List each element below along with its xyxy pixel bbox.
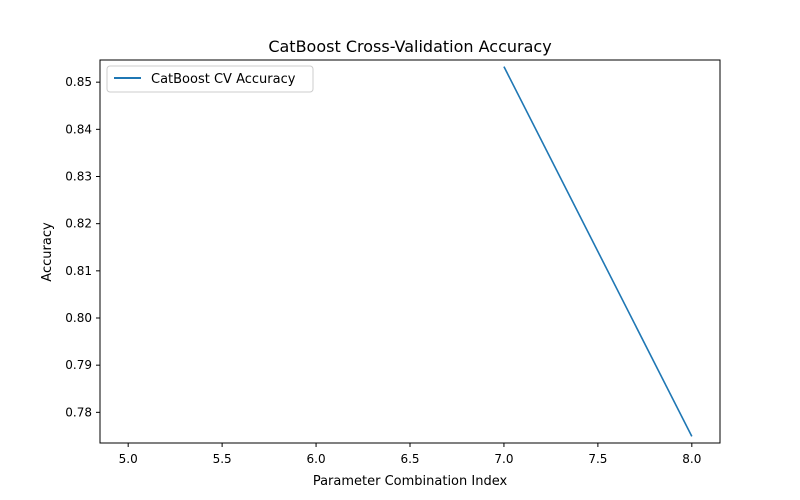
series-layer (503, 66, 693, 437)
y-tick-label: 0.80 (65, 311, 92, 325)
y-tick-label: 0.84 (65, 122, 92, 136)
x-axis-label: Parameter Combination Index (313, 474, 508, 489)
series-line-catboost-cv-accuracy (503, 66, 693, 437)
chart-title: CatBoost Cross-Validation Accuracy (268, 37, 551, 56)
x-axis-ticks: 5.0 5.5 6.0 6.5 7.0 7.5 8.0 (119, 443, 701, 466)
x-tick-label: 8.0 (682, 452, 701, 466)
y-tick-label: 0.85 (65, 75, 92, 89)
x-tick-label: 7.5 (588, 452, 607, 466)
legend: CatBoost CV Accuracy (106, 65, 314, 93)
x-tick-label: 5.0 (119, 452, 138, 466)
y-axis-label: Accuracy (40, 222, 55, 282)
x-tick-label: 5.5 (213, 452, 232, 466)
x-tick-label: 6.5 (400, 452, 419, 466)
y-tick-label: 0.78 (65, 405, 92, 419)
y-tick-label: 0.83 (65, 170, 92, 184)
y-tick-label: 0.81 (65, 264, 92, 278)
x-tick-label: 7.0 (494, 452, 513, 466)
legend-label-catboost-cv-accuracy: CatBoost CV Accuracy (151, 72, 296, 87)
x-tick-label: 6.0 (307, 452, 326, 466)
y-tick-label: 0.82 (65, 217, 92, 231)
legend-box (106, 65, 314, 93)
y-axis-ticks: 0.78 0.79 0.80 0.81 0.82 0.83 0.84 0.85 (65, 75, 100, 419)
y-tick-label: 0.79 (65, 358, 92, 372)
plot-area (99, 59, 721, 444)
